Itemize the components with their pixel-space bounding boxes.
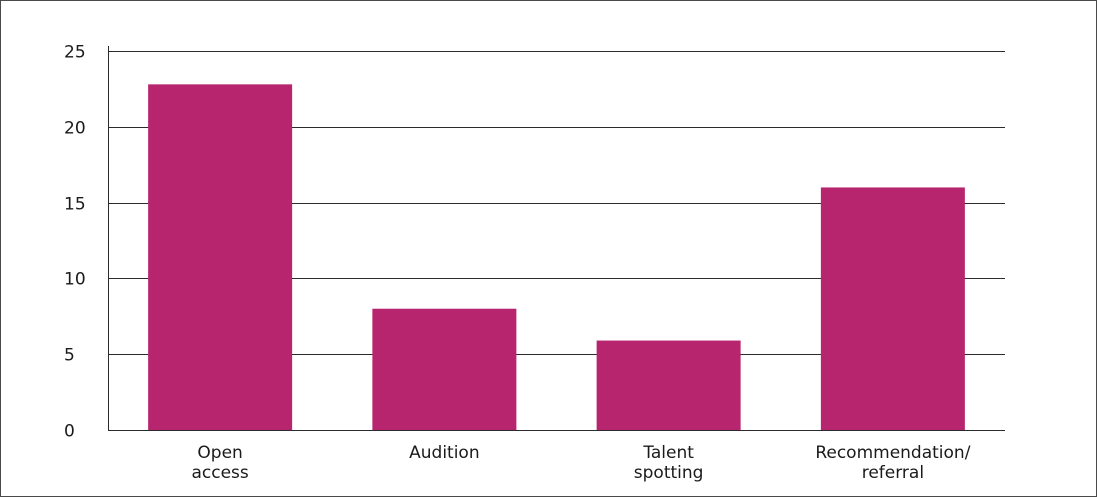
category-label-1: Audition xyxy=(409,443,479,463)
category-label-3: Recommendation/referral xyxy=(815,443,970,483)
category-label-line: Recommendation/ xyxy=(815,443,970,463)
category-label-0: Open access xyxy=(191,443,248,483)
category-label-line: Open xyxy=(197,443,242,463)
y-tick-label-0: 0 xyxy=(64,422,75,442)
y-tick-label-15: 15 xyxy=(64,195,86,215)
bars xyxy=(148,84,965,431)
bar-0 xyxy=(148,84,293,431)
category-label-2: Talent spotting xyxy=(634,443,704,483)
y-tick-label-10: 10 xyxy=(64,270,86,290)
bar-1 xyxy=(372,308,517,430)
bar-2 xyxy=(596,340,741,430)
category-label-line: referral xyxy=(862,463,924,483)
bar-3 xyxy=(820,187,965,430)
category-label-line: access xyxy=(191,463,248,483)
category-label-line: Audition xyxy=(409,443,479,463)
category-labels: Open access Audition Talent spotting Recommen… xyxy=(191,443,970,483)
y-tick-labels: 0 5 10 15 20 25 xyxy=(64,43,86,442)
y-tick-label-20: 20 xyxy=(64,119,86,139)
category-label-line: spotting xyxy=(634,463,704,483)
axes xyxy=(108,46,1005,431)
category-label-line: Talent xyxy=(642,443,694,463)
y-tick-label-5: 5 xyxy=(64,346,75,366)
y-tick-label-25: 25 xyxy=(64,43,86,63)
